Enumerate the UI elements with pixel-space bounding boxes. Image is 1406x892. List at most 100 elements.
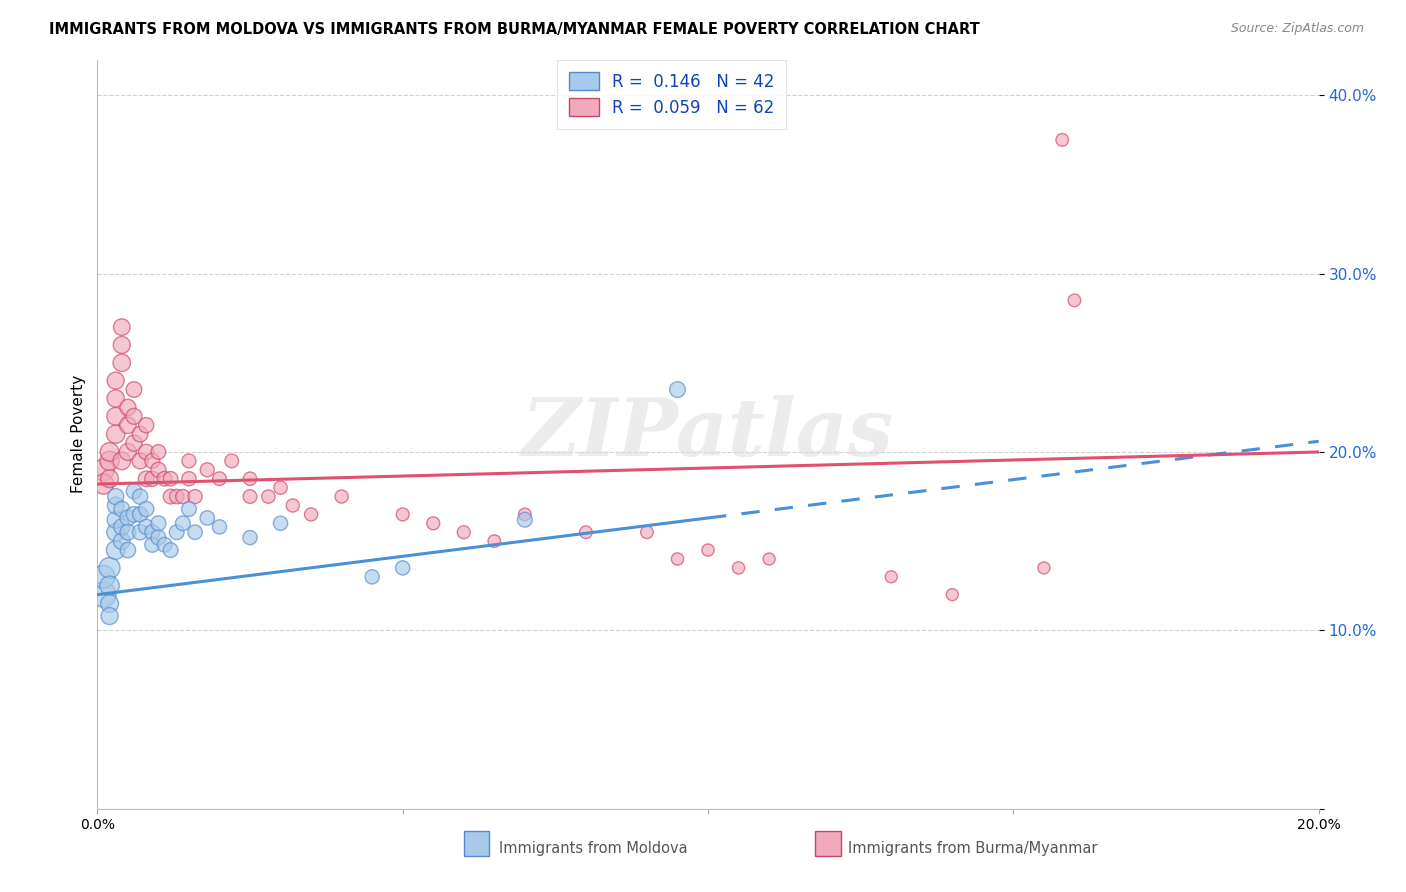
Point <box>166 490 188 504</box>
Point <box>135 445 157 459</box>
Point <box>148 463 170 477</box>
Point <box>1063 293 1085 308</box>
Point <box>159 472 181 486</box>
Point <box>135 502 157 516</box>
Text: Source: ZipAtlas.com: Source: ZipAtlas.com <box>1230 22 1364 36</box>
Point <box>281 499 304 513</box>
Point <box>122 508 145 522</box>
Point <box>117 511 139 525</box>
Point <box>122 409 145 424</box>
Point <box>270 481 292 495</box>
Point <box>166 525 188 540</box>
Point <box>117 445 139 459</box>
Point <box>141 472 163 486</box>
Point <box>148 531 170 545</box>
Point <box>666 552 689 566</box>
Point <box>148 516 170 531</box>
Point <box>111 520 134 534</box>
Point <box>98 609 121 624</box>
Point <box>93 570 115 584</box>
Point <box>104 409 127 424</box>
Point <box>111 454 134 468</box>
Point <box>299 508 322 522</box>
Point <box>122 436 145 450</box>
Point <box>697 543 720 558</box>
Point <box>104 490 127 504</box>
Point <box>941 588 963 602</box>
Point <box>104 392 127 406</box>
Point <box>172 490 194 504</box>
Point <box>122 383 145 397</box>
Text: ZIPatlas: ZIPatlas <box>522 395 894 473</box>
Point <box>104 374 127 388</box>
Point <box>98 445 121 459</box>
Point <box>104 543 127 558</box>
Point <box>513 508 536 522</box>
Point <box>98 454 121 468</box>
Point <box>636 525 658 540</box>
Point <box>111 534 134 549</box>
Point <box>93 463 115 477</box>
Point <box>104 427 127 442</box>
Point <box>257 490 280 504</box>
Point <box>111 320 134 334</box>
Point <box>104 525 127 540</box>
Point <box>141 525 163 540</box>
Point <box>129 490 152 504</box>
Point <box>208 520 231 534</box>
Point <box>104 513 127 527</box>
Point <box>195 463 218 477</box>
Point <box>575 525 598 540</box>
Y-axis label: Female Poverty: Female Poverty <box>72 375 86 493</box>
Point <box>239 490 262 504</box>
Point <box>117 418 139 433</box>
Point <box>135 520 157 534</box>
Point <box>195 511 218 525</box>
Point <box>111 502 134 516</box>
Point <box>172 516 194 531</box>
Point <box>111 338 134 352</box>
Point <box>208 472 231 486</box>
Point <box>117 543 139 558</box>
Point <box>330 490 353 504</box>
Point <box>484 534 506 549</box>
Point <box>177 472 200 486</box>
Point <box>184 525 207 540</box>
Point <box>422 516 444 531</box>
Point <box>129 427 152 442</box>
Point <box>159 543 181 558</box>
Point <box>98 561 121 575</box>
Point <box>93 477 115 491</box>
Point <box>758 552 780 566</box>
Point <box>880 570 903 584</box>
Point <box>141 538 163 552</box>
Point <box>117 525 139 540</box>
Point <box>177 502 200 516</box>
Point <box>727 561 749 575</box>
Point <box>391 508 413 522</box>
Point <box>93 588 115 602</box>
Point <box>153 472 176 486</box>
Point <box>159 490 181 504</box>
Point <box>177 454 200 468</box>
Point <box>270 516 292 531</box>
Point <box>129 454 152 468</box>
Point <box>104 499 127 513</box>
Point <box>153 538 176 552</box>
Point <box>117 401 139 415</box>
Point <box>98 579 121 593</box>
Point <box>135 418 157 433</box>
Point <box>221 454 243 468</box>
Point <box>453 525 475 540</box>
Point <box>148 445 170 459</box>
Point <box>513 513 536 527</box>
Point <box>239 531 262 545</box>
Text: IMMIGRANTS FROM MOLDOVA VS IMMIGRANTS FROM BURMA/MYANMAR FEMALE POVERTY CORRELAT: IMMIGRANTS FROM MOLDOVA VS IMMIGRANTS FR… <box>49 22 980 37</box>
Point <box>391 561 413 575</box>
Point <box>98 472 121 486</box>
Point <box>141 454 163 468</box>
Point <box>129 525 152 540</box>
Legend: R =  0.146   N = 42, R =  0.059   N = 62: R = 0.146 N = 42, R = 0.059 N = 62 <box>557 61 786 128</box>
Point <box>361 570 384 584</box>
Point <box>135 472 157 486</box>
